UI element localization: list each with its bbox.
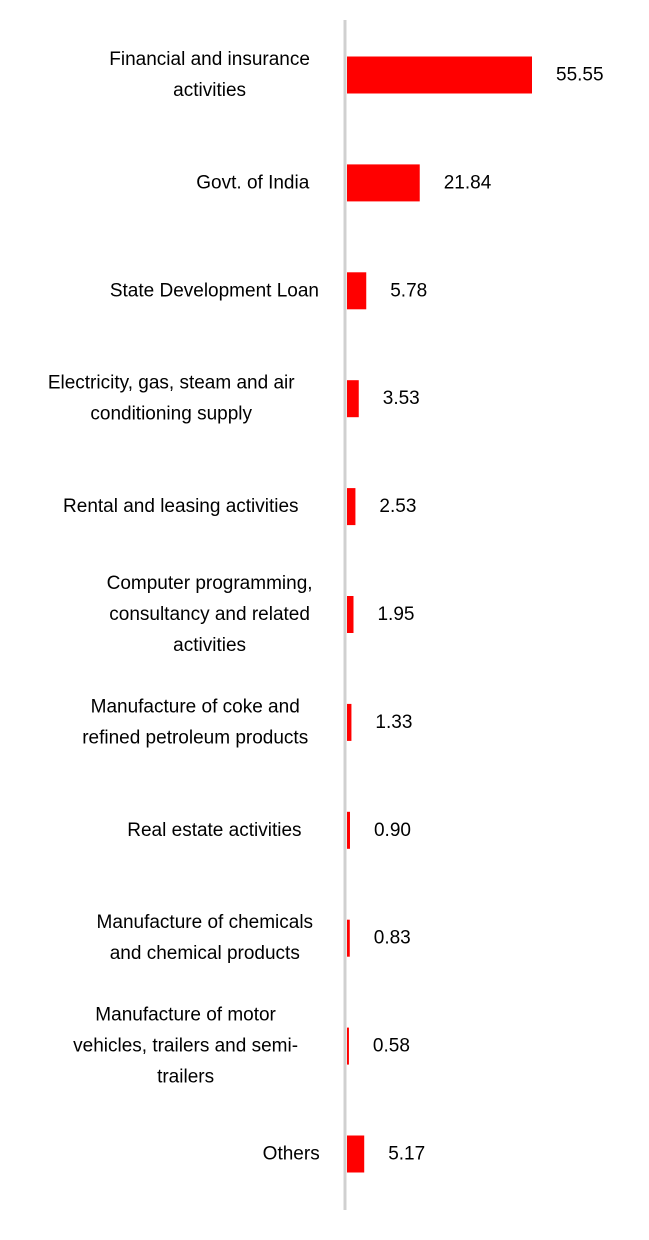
category-label: Electricity, gas, steam and air condition…	[48, 373, 295, 425]
category-label: Others	[263, 1144, 320, 1165]
bar	[347, 56, 532, 94]
category-label: State Development Loan	[110, 280, 319, 301]
category-label-line: State Development Loan	[110, 280, 319, 301]
category-label-line: Real estate activities	[127, 820, 301, 841]
category-label-line: Manufacture of coke and	[91, 696, 300, 717]
data-label: 1.33	[375, 712, 412, 733]
data-label: 0.58	[373, 1036, 410, 1057]
category-label: Rental and leasing activities	[63, 496, 299, 517]
category-label-line: activities	[173, 635, 246, 656]
bar	[347, 919, 350, 957]
data-label: 55.55	[556, 65, 604, 86]
category-label: Manufacture of motor vehicles, trailers a…	[73, 1005, 298, 1088]
bar	[347, 703, 352, 741]
category-label-line: trailers	[157, 1067, 214, 1088]
category-label-line: activities	[173, 80, 246, 101]
data-label: 5.17	[388, 1144, 425, 1165]
category-label-line: Others	[263, 1144, 320, 1165]
category-label: Govt. of India	[196, 172, 309, 193]
data-label: 0.83	[374, 928, 411, 949]
bar	[347, 1135, 365, 1173]
data-label: 21.84	[444, 172, 492, 193]
category-label-line: Rental and leasing activities	[63, 496, 299, 517]
data-label: 2.53	[379, 496, 416, 517]
category-label-line: Manufacture of chemicals	[97, 912, 314, 933]
category-label-line: refined petroleum products	[82, 727, 308, 748]
category-label-line: Financial and insurance	[109, 49, 310, 70]
bar	[347, 164, 420, 202]
bar	[347, 272, 367, 310]
category-labels-layer: Financial and insurance activities Govt. o…	[48, 49, 320, 1165]
category-label: Manufacture of coke and refined petroleum…	[82, 696, 308, 748]
category-label: Real estate activities	[127, 820, 301, 841]
category-label-line: Govt. of India	[196, 172, 309, 193]
data-label: 0.90	[374, 820, 411, 841]
data-label: 1.95	[377, 604, 414, 625]
category-label-line: vehicles, trailers and semi-	[73, 1036, 298, 1057]
bar	[347, 380, 359, 418]
category-label-line: Computer programming,	[107, 573, 313, 594]
bar	[347, 596, 354, 633]
bars-layer	[347, 56, 532, 1173]
bar	[347, 1027, 349, 1065]
value-labels-layer: 55.55 21.84 5.78 3.53 2.53 1.95 1.33 0.90 0.83 0.…	[373, 65, 604, 1165]
bar	[347, 811, 350, 849]
category-label: Financial and insurance activities	[109, 49, 310, 101]
bar	[347, 488, 356, 526]
category-label: Manufacture of chemicals and chemical pro…	[97, 912, 314, 964]
category-label-line: Electricity, gas, steam and air	[48, 373, 295, 394]
category-label-line: consultancy and related	[109, 604, 310, 625]
category-label-line: conditioning supply	[90, 404, 252, 425]
category-label: Computer programming, consultancy and rel…	[107, 573, 313, 656]
category-label-line: Manufacture of motor	[95, 1005, 276, 1026]
data-label: 3.53	[383, 388, 420, 409]
data-label: 5.78	[390, 280, 427, 301]
category-label-line: and chemical products	[110, 943, 300, 964]
